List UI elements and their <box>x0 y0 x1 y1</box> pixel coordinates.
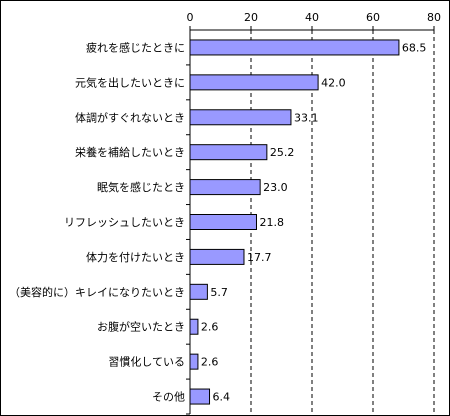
category-label: （美容的に）キレイになりたいとき <box>9 285 185 299</box>
category-label: その他 <box>152 391 185 404</box>
category-label: 元気を出したいときに <box>75 75 185 89</box>
axes: 0 20 40 60 80 <box>186 11 441 415</box>
value-label: 42.0 <box>321 76 346 89</box>
bar <box>189 144 268 161</box>
bar <box>189 283 208 300</box>
bar <box>189 248 245 265</box>
x-tick-label: 40 <box>305 11 319 24</box>
category-label: 体力を付けたいとき <box>86 250 185 264</box>
bar <box>189 353 199 370</box>
bar <box>189 388 211 405</box>
bar <box>189 109 292 126</box>
value-label: 2.6 <box>201 321 219 334</box>
value-label: 23.0 <box>263 181 288 194</box>
value-label: 68.5 <box>402 41 427 54</box>
bar <box>189 318 199 335</box>
category-label: リフレッシュしたいとき <box>64 216 185 229</box>
category-label: お腹が空いたとき <box>97 320 185 334</box>
value-label: 17.7 <box>247 251 271 264</box>
bars <box>189 39 400 405</box>
x-tick-label: 80 <box>427 11 441 24</box>
value-label: 21.8 <box>259 216 284 229</box>
category-label: 体調がすぐれないとき <box>75 110 185 124</box>
bar <box>189 74 319 91</box>
value-label: 2.6 <box>201 356 219 369</box>
bar <box>189 179 261 196</box>
category-label: 栄養を補給したいとき <box>75 145 185 159</box>
value-label: 25.2 <box>270 146 295 159</box>
x-tick-label: 60 <box>366 11 380 24</box>
category-label: 疲れを感じたときに <box>86 40 185 54</box>
value-label: 6.4 <box>213 391 231 404</box>
category-label: 眠気を感じたとき <box>97 180 185 194</box>
bar <box>189 214 257 230</box>
category-label: 習慣化している <box>108 355 185 369</box>
bar <box>189 39 400 56</box>
labels: 疲れを感じたときに 68.5 元気を出したいときに 42.0 体調がすぐれないとき 33.… <box>9 40 426 403</box>
value-label: 5.7 <box>210 286 228 299</box>
x-tick-label: 20 <box>244 11 258 24</box>
x-tick-label: 0 <box>187 11 194 24</box>
value-label: 33.1 <box>294 111 319 124</box>
